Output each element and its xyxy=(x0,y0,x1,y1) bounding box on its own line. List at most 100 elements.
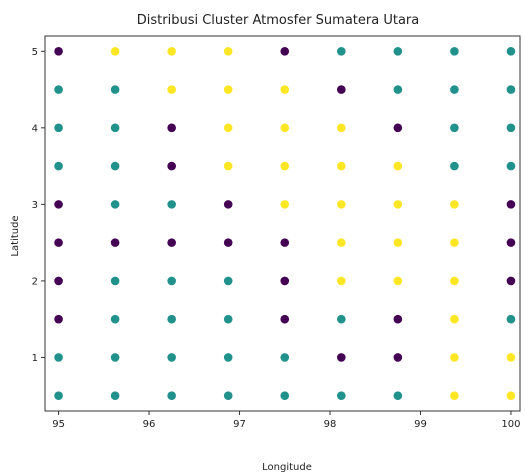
data-point xyxy=(167,123,176,133)
data-point xyxy=(223,238,233,247)
data-point xyxy=(506,161,516,171)
data-point xyxy=(393,161,403,171)
data-point xyxy=(167,391,176,400)
data-point xyxy=(280,200,290,209)
data-point xyxy=(110,276,120,286)
data-point xyxy=(54,276,63,286)
y-tick-label: 4 xyxy=(32,123,38,134)
data-point xyxy=(337,276,346,286)
data-point xyxy=(450,161,459,171)
data-point xyxy=(393,123,403,133)
data-point xyxy=(506,238,516,247)
data-point xyxy=(393,200,403,209)
data-point xyxy=(167,314,176,324)
data-point xyxy=(167,200,176,209)
data-point xyxy=(393,276,403,286)
data-point xyxy=(54,200,63,209)
data-point xyxy=(54,161,63,171)
data-point xyxy=(110,47,120,56)
data-point xyxy=(54,314,63,324)
data-point xyxy=(506,314,516,324)
data-point xyxy=(337,85,346,94)
data-point xyxy=(450,123,459,133)
data-point xyxy=(223,314,233,324)
data-point xyxy=(280,123,290,133)
data-point xyxy=(393,85,403,94)
data-point xyxy=(110,353,120,362)
data-point xyxy=(393,238,403,247)
data-point xyxy=(506,391,516,400)
data-point xyxy=(110,161,120,171)
data-point xyxy=(393,353,403,362)
y-axis-label: Latitude xyxy=(10,215,21,256)
data-point xyxy=(167,276,176,286)
data-point xyxy=(110,200,120,209)
points-layer xyxy=(54,47,516,400)
data-point xyxy=(167,238,176,247)
data-point xyxy=(223,391,233,400)
data-point xyxy=(450,314,459,324)
data-point xyxy=(337,391,346,400)
data-point xyxy=(223,200,233,209)
data-point xyxy=(337,314,346,324)
data-point xyxy=(167,161,176,171)
x-tick-label: 100 xyxy=(501,419,520,430)
y-axis-ticks: 1 2 3 4 5 xyxy=(32,47,45,364)
data-point xyxy=(167,47,176,56)
data-point xyxy=(110,391,120,400)
x-tick-label: 95 xyxy=(52,419,65,430)
data-point xyxy=(337,123,346,133)
x-tick-label: 96 xyxy=(143,419,156,430)
data-point xyxy=(450,238,459,247)
data-point xyxy=(110,123,120,133)
y-tick-label: 3 xyxy=(32,200,38,211)
data-point xyxy=(223,85,233,94)
data-point xyxy=(167,85,176,94)
plot-frame xyxy=(44,35,521,412)
data-point xyxy=(280,47,290,56)
data-point xyxy=(337,161,346,171)
data-point xyxy=(506,85,516,94)
x-axis-ticks: 95 96 97 98 99 100 xyxy=(52,411,520,430)
data-point xyxy=(450,200,459,209)
y-tick-label: 5 xyxy=(32,47,38,58)
data-point xyxy=(337,47,346,56)
data-point xyxy=(223,353,233,362)
x-tick-label: 99 xyxy=(414,419,427,430)
data-point xyxy=(337,238,346,247)
data-point xyxy=(54,353,63,362)
data-point xyxy=(506,123,516,133)
data-point xyxy=(337,353,346,362)
data-point xyxy=(110,238,120,247)
data-point xyxy=(450,85,459,94)
data-point xyxy=(506,47,516,56)
data-point xyxy=(110,314,120,324)
data-point xyxy=(450,391,459,400)
data-point xyxy=(280,85,290,94)
data-point xyxy=(223,123,233,133)
data-point xyxy=(506,276,516,286)
data-point xyxy=(223,161,233,171)
data-point xyxy=(280,391,290,400)
chart-title: Distribusi Cluster Atmosfer Sumatera Uta… xyxy=(137,13,419,28)
data-point xyxy=(506,353,516,362)
data-point xyxy=(54,47,63,56)
data-point xyxy=(54,238,63,247)
y-tick-label: 2 xyxy=(32,276,38,287)
x-axis-label: Longitude xyxy=(262,462,312,473)
data-point xyxy=(110,85,120,94)
data-point xyxy=(54,85,63,94)
data-point xyxy=(167,353,176,362)
data-point xyxy=(280,161,290,171)
data-point xyxy=(393,314,403,324)
data-point xyxy=(280,276,290,286)
y-tick-label: 1 xyxy=(32,353,38,364)
x-tick-label: 97 xyxy=(233,419,246,430)
data-point xyxy=(280,238,290,247)
data-point xyxy=(450,47,459,56)
data-point xyxy=(280,314,290,324)
data-point xyxy=(223,47,233,56)
data-point xyxy=(337,200,346,209)
data-point xyxy=(280,353,290,362)
